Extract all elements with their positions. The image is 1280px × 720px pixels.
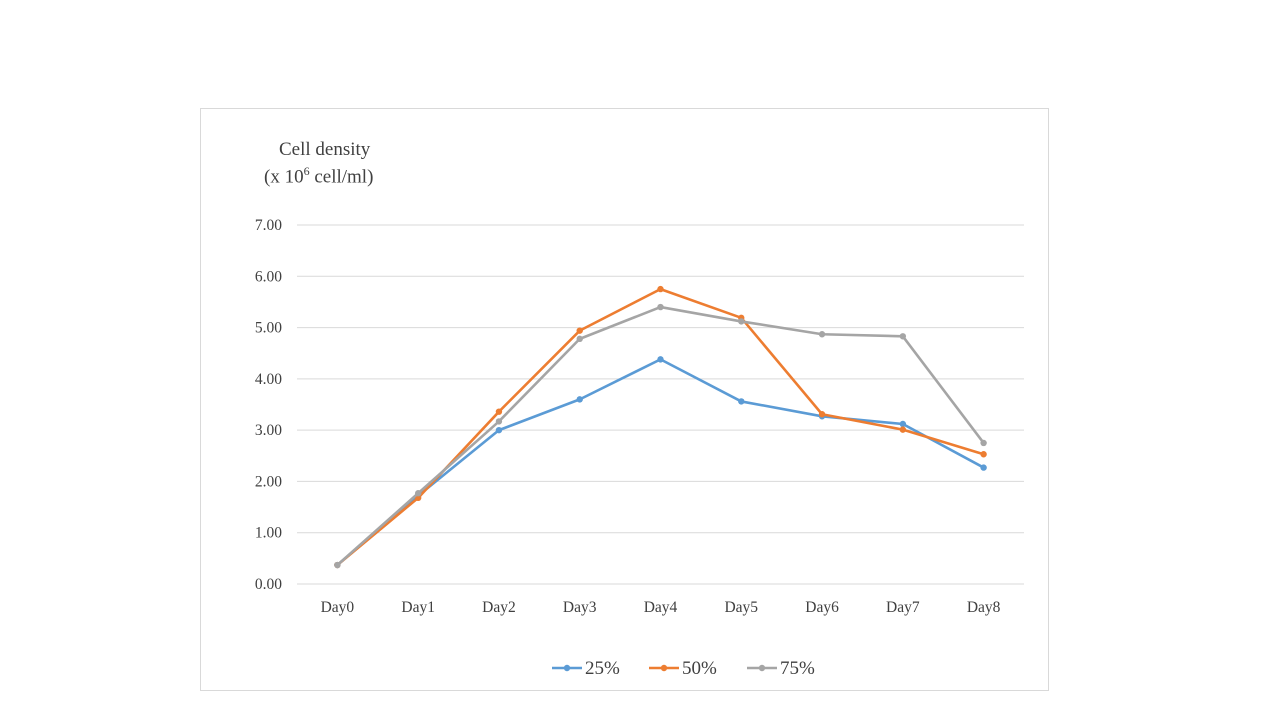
- data-point: [818, 331, 826, 338]
- x-tick-label: Day7: [886, 599, 920, 616]
- legend-label: 75%: [780, 658, 815, 679]
- x-tick-label: Day3: [563, 599, 597, 616]
- y-tick-label: 3.00: [255, 422, 282, 439]
- chart-frame: Cell density (x 106 cell/ml) 0.00 1.00 2.0…: [200, 108, 1049, 691]
- data-point: [738, 318, 745, 325]
- y-tick-label: 2.00: [255, 473, 282, 490]
- x-tick-label: Day0: [321, 599, 355, 616]
- y-axis-unit-exponent: 6: [303, 164, 310, 178]
- data-point: [576, 396, 583, 403]
- y-tick-label: 6.00: [255, 268, 282, 285]
- x-tick-label: Day2: [482, 599, 516, 616]
- y-axis-unit-prefix: (x 10: [264, 166, 304, 188]
- data-point: [495, 408, 503, 415]
- legend-marker: [758, 664, 766, 672]
- data-point: [414, 490, 422, 497]
- x-tick-label: Day6: [805, 599, 839, 616]
- data-point: [334, 561, 341, 569]
- data-point: [657, 303, 664, 311]
- data-point: [818, 411, 826, 418]
- y-tick-label: 7.00: [255, 217, 282, 234]
- data-point: [657, 356, 664, 363]
- x-tick-label: Day5: [724, 599, 758, 616]
- series-line-75%: [336, 305, 985, 567]
- x-tick-label: Day4: [644, 599, 678, 616]
- y-tick-label: 5.00: [255, 320, 282, 337]
- y-axis-unit: (x 106 cell/ml): [264, 164, 373, 188]
- legend-marker: [660, 664, 668, 672]
- y-tick-label: 0.00: [255, 576, 282, 593]
- y-tick-label: 1.00: [255, 525, 282, 542]
- series-line-50%: [336, 287, 985, 567]
- data-point: [899, 426, 907, 433]
- y-tick-label: 4.00: [255, 371, 282, 388]
- data-point: [576, 327, 583, 334]
- data-point: [495, 418, 503, 425]
- line-chart: 0.00 1.00 2.00 3.00 4.00 5.00 6.00 7.00 Day0 Day1…: [255, 217, 1024, 679]
- x-tick-label: Day8: [967, 599, 1001, 616]
- data-point: [495, 426, 503, 434]
- x-tick-label: Day1: [401, 599, 435, 616]
- data-point: [576, 335, 583, 343]
- data-point: [738, 398, 745, 405]
- legend-label: 50%: [682, 658, 717, 679]
- data-point: [980, 439, 987, 447]
- legend-label: 25%: [585, 658, 620, 679]
- data-point: [899, 333, 907, 340]
- data-point: [980, 451, 987, 458]
- data-point: [657, 285, 664, 293]
- series-line-25%: [336, 358, 985, 567]
- data-point: [980, 464, 987, 471]
- legend-marker: [563, 664, 571, 672]
- y-axis-title: Cell density: [279, 139, 371, 160]
- y-axis-unit-suffix: cell/ml): [309, 166, 374, 188]
- data-point: [899, 420, 907, 428]
